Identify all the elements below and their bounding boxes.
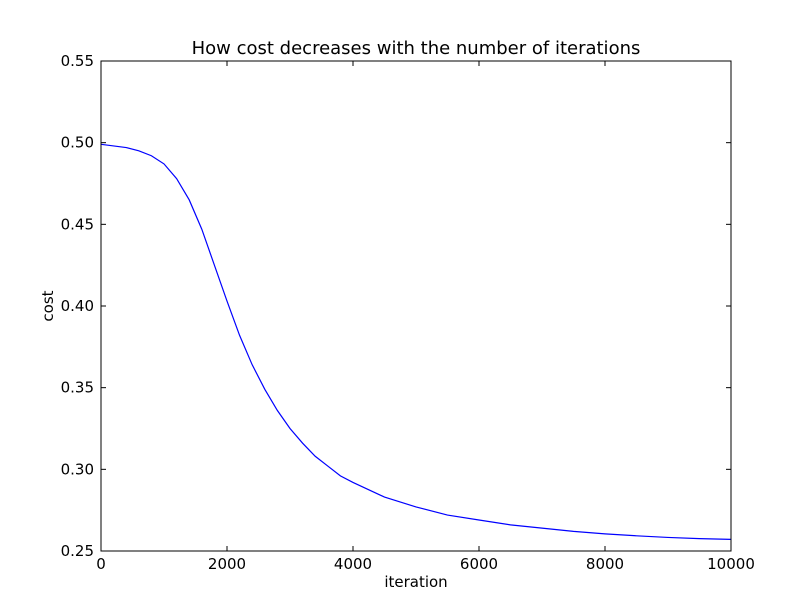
x-tick-label: 8000 bbox=[586, 555, 624, 573]
x-axis: 0 2000 4000 6000 8000 10000 bbox=[96, 61, 755, 573]
y-tick-label: 0.30 bbox=[61, 460, 94, 478]
x-tick-label: 0 bbox=[96, 555, 106, 573]
x-tick-label: 10000 bbox=[707, 555, 755, 573]
y-tick-label: 0.50 bbox=[61, 134, 94, 152]
y-tick-label: 0.40 bbox=[61, 297, 94, 315]
y-tick-label: 0.25 bbox=[61, 542, 94, 560]
x-tick-label: 4000 bbox=[334, 555, 372, 573]
y-axis: 0.25 0.30 0.35 0.40 0.45 0.50 0.55 bbox=[61, 52, 731, 560]
plot-frame bbox=[100, 60, 732, 552]
x-axis-label: iteration bbox=[384, 573, 447, 591]
y-tick-label: 0.55 bbox=[61, 52, 94, 70]
x-tick-label: 6000 bbox=[460, 555, 498, 573]
y-tick-label: 0.35 bbox=[61, 379, 94, 397]
chart-title: How cost decreases with the number of it… bbox=[192, 38, 641, 59]
y-axis-label: cost bbox=[39, 290, 57, 321]
y-tick-label: 0.45 bbox=[61, 215, 94, 233]
series-line-0 bbox=[100, 143, 732, 540]
x-tick-label: 2000 bbox=[208, 555, 246, 573]
plot-area bbox=[100, 60, 732, 552]
